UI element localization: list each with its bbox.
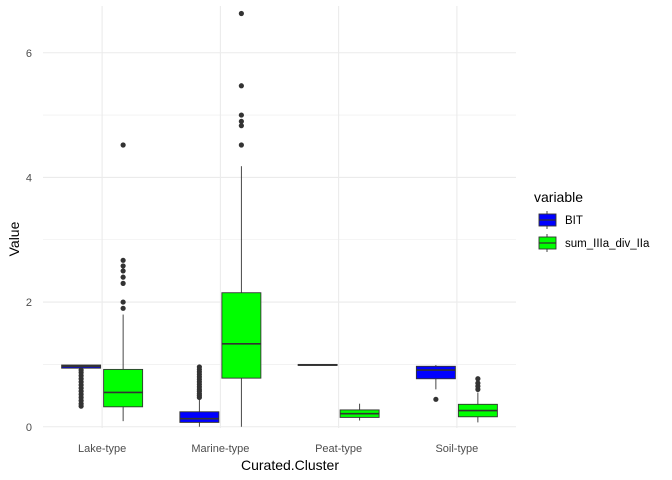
outlier-point: [120, 268, 126, 274]
box-sum_IIIa_div_IIa-Soil-type: [457, 376, 498, 423]
outlier-point: [238, 123, 244, 129]
outlier-point: [238, 118, 244, 124]
grid-layer: [43, 6, 516, 428]
box-body: [415, 365, 456, 380]
axis-layer: 0 2 4 6 Lake-type Marine-type Peat-type Soil-ty…: [26, 48, 478, 455]
outlier-point: [120, 263, 126, 269]
y-axis-title: Value: [6, 221, 22, 256]
box-BIT-Peat-type: [297, 363, 338, 366]
outlier-point: [120, 274, 126, 280]
box-body: [103, 368, 144, 408]
legend-item-BIT: BIT: [538, 211, 583, 229]
box-BIT-Marine-type: [179, 364, 220, 427]
x-tick-label: Soil-type: [435, 443, 478, 455]
y-tick-label: 4: [26, 172, 32, 184]
box-body: [179, 411, 220, 423]
outlier-point: [120, 305, 126, 311]
box-layer: [61, 10, 498, 427]
outlier-point: [238, 83, 244, 89]
outlier-point: [475, 376, 481, 382]
box-BIT-Lake-type: [61, 364, 102, 409]
outlier-point: [120, 142, 126, 148]
outlier-point: [238, 142, 244, 148]
outlier-point: [120, 280, 126, 286]
legend-title: variable: [534, 189, 583, 205]
outlier-point: [78, 367, 84, 373]
outlier-point: [238, 10, 244, 17]
outlier-point: [120, 299, 126, 305]
box-BIT-Soil-type: [415, 365, 456, 402]
x-axis-title: Curated.Cluster: [241, 457, 339, 473]
y-tick-label: 2: [26, 297, 32, 309]
box-body: [221, 292, 262, 379]
box-sum_IIIa_div_IIa-Peat-type: [339, 403, 380, 421]
x-tick-label: Lake-type: [78, 443, 126, 455]
box-sum_IIIa_div_IIa-Lake-type: [103, 142, 144, 422]
legend-item-sum_IIIa_div_IIa: sum_IIIa_div_IIa: [538, 234, 650, 252]
legend-label: BIT: [565, 215, 583, 227]
legend: variable BIT sum_IIIa_div_IIa: [534, 189, 650, 252]
box-sum_IIIa_div_IIa-Marine-type: [221, 10, 262, 427]
outlier-point: [433, 396, 439, 402]
outlier-point: [238, 112, 244, 118]
y-tick-label: 6: [26, 48, 32, 60]
outlier-point: [196, 364, 202, 370]
outlier-point: [120, 257, 126, 263]
y-tick-label: 0: [26, 422, 32, 434]
x-tick-label: Peat-type: [315, 443, 362, 455]
legend-items: BIT sum_IIIa_div_IIa: [538, 211, 650, 252]
outlier-point: [475, 380, 481, 386]
x-tick-label: Marine-type: [191, 443, 249, 455]
legend-label: sum_IIIa_div_IIa: [565, 238, 650, 250]
